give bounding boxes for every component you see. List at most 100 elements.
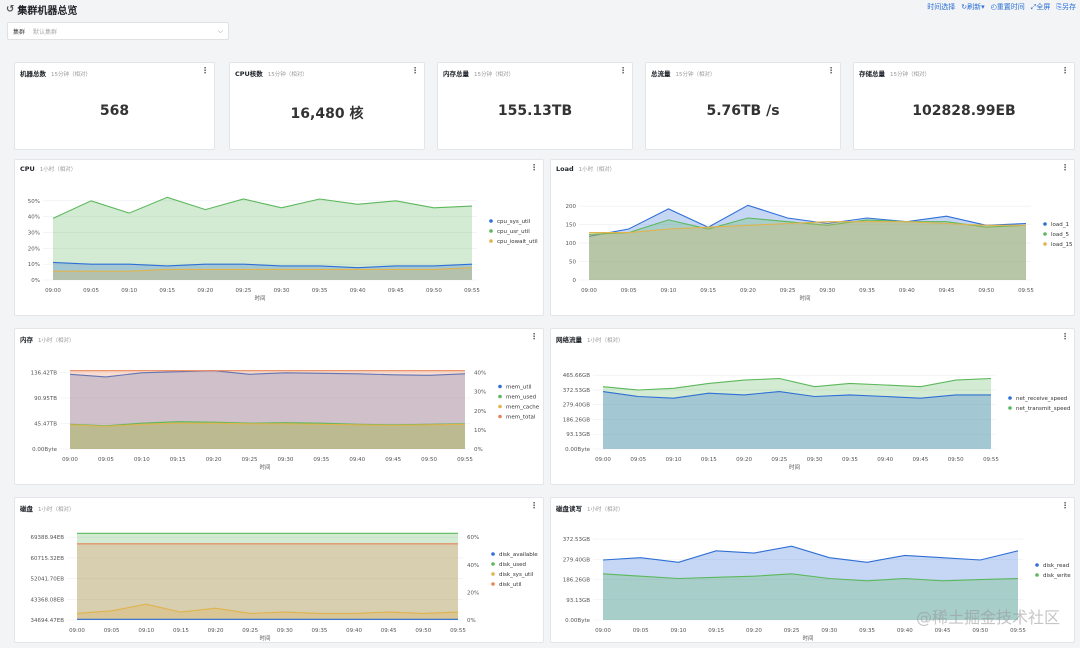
x-tick-label: 09:50 — [978, 288, 994, 294]
memory-chart[interactable]: 0.00Byte45.47TB90.95TB136.42TB0%10%20%30… — [15, 329, 545, 486]
legend-label-net_receive_speed[interactable]: net_receive_speed — [1016, 396, 1067, 402]
panel-title: 网络流量 — [556, 336, 582, 344]
more-icon[interactable]: ⋮ — [1061, 163, 1069, 172]
panel-range: 1小时（相对） — [587, 338, 624, 344]
y-tick-label: 50% — [28, 199, 40, 205]
time-select-button[interactable]: 时间选择 — [927, 2, 955, 12]
more-icon[interactable]: ⋮ — [1061, 66, 1069, 75]
fullscreen-button[interactable]: ⤢全屏 — [1031, 2, 1051, 12]
x-tick-label: 09:15 — [159, 288, 175, 294]
panel-title: 磁盘读写 — [556, 505, 582, 513]
network-chart[interactable]: 0.00Byte93.13GB186.26GB279.40GB372.53GB4… — [551, 329, 1076, 486]
legend-label-load_15[interactable]: load_15 — [1051, 242, 1073, 248]
more-icon[interactable]: ⋮ — [619, 66, 627, 75]
legend-label-disk_read[interactable]: disk_read — [1043, 563, 1069, 569]
legend-marker — [491, 582, 495, 586]
legend-label-net_transmit_speed[interactable]: net_transmit_speed — [1016, 406, 1070, 412]
x-tick-label: 09:45 — [939, 288, 955, 294]
y2-tick-label: 20% — [474, 409, 486, 415]
x-tick-label: 09:55 — [457, 457, 473, 463]
y2-tick-label: 60% — [467, 535, 479, 541]
stat-value: 102828.99EB — [854, 103, 1074, 119]
legend-marker — [489, 239, 493, 243]
stat-range: 15分钟（相对） — [890, 72, 930, 78]
y-tick-label: 465.66GB — [563, 373, 591, 379]
cluster-select[interactable]: 集群 默认集群 ⌵ — [7, 22, 229, 40]
legend-label-cpu_sys_util[interactable]: cpu_sys_util — [497, 219, 531, 225]
x-tick-label: 09:05 — [633, 628, 649, 634]
series-area-mem_cache — [70, 423, 465, 449]
x-tick-label: 09:55 — [983, 457, 999, 463]
legend-label-disk_available[interactable]: disk_available — [499, 552, 538, 558]
y2-tick-label: 40% — [467, 563, 479, 569]
back-arrow-icon[interactable]: ↺ — [6, 4, 14, 15]
stat-title: 存储总量 — [859, 70, 885, 78]
legend-label-load_5[interactable]: load_5 — [1051, 232, 1070, 238]
y-tick-label: 0 — [573, 278, 577, 284]
legend-marker — [491, 552, 495, 556]
watermark: @稀土掘金技术社区 — [916, 604, 1060, 628]
legend-label-mem_used[interactable]: mem_used — [506, 395, 536, 401]
x-tick-label: 09:30 — [274, 288, 290, 294]
x-tick-label: 09:05 — [104, 628, 120, 634]
x-tick-label: 09:45 — [935, 628, 951, 634]
more-icon[interactable]: ⋮ — [530, 163, 538, 172]
y-tick-label: 10% — [28, 262, 40, 268]
more-icon[interactable]: ⋮ — [530, 501, 538, 510]
legend-label-disk_util[interactable]: disk_util — [499, 582, 522, 588]
legend-label-disk_used[interactable]: disk_used — [499, 562, 526, 568]
legend-marker — [1008, 406, 1012, 410]
panel-title: Load — [556, 165, 574, 173]
x-tick-label: 09:35 — [859, 628, 875, 634]
more-icon[interactable]: ⋮ — [827, 66, 835, 75]
x-tick-label: 09:10 — [661, 288, 677, 294]
legend-label-mem_util[interactable]: mem_util — [506, 385, 532, 391]
cluster-select-value: 默认集群 — [33, 27, 218, 36]
legend-marker — [1035, 563, 1039, 567]
reset-time-button[interactable]: ◴重置时间 — [991, 2, 1025, 12]
stat-title: 总流量 — [651, 70, 671, 78]
panel-title: CPU — [20, 165, 35, 173]
y2-tick-label: 20% — [467, 590, 479, 596]
x-tick-label: 09:20 — [746, 628, 762, 634]
panel-range: 1小时（相对） — [40, 167, 77, 173]
x-tick-label: 09:40 — [346, 628, 362, 634]
y-tick-label: 50 — [569, 260, 576, 266]
legend-label-disk_sys_util[interactable]: disk_sys_util — [499, 572, 534, 578]
stat-range: 15分钟（相对） — [51, 72, 91, 78]
x-tick-label: 09:50 — [972, 628, 988, 634]
more-icon[interactable]: ⋮ — [411, 66, 419, 75]
more-icon[interactable]: ⋮ — [1061, 501, 1069, 510]
x-tick-label: 09:05 — [83, 288, 99, 294]
legend-label-load_1[interactable]: load_1 — [1051, 222, 1069, 228]
x-tick-label: 09:20 — [197, 288, 213, 294]
legend-marker — [489, 229, 493, 233]
x-tick-label: 09:25 — [242, 457, 258, 463]
x-tick-label: 09:05 — [98, 457, 114, 463]
x-tick-label: 09:05 — [621, 288, 637, 294]
more-icon[interactable]: ⋮ — [201, 66, 209, 75]
x-tick-label: 09:45 — [388, 288, 404, 294]
y2-tick-label: 0% — [474, 447, 483, 453]
refresh-button[interactable]: ↻刷新▾ — [961, 2, 984, 12]
y-tick-label: 186.26GB — [563, 578, 591, 584]
y-tick-label: 372.53GB — [563, 537, 591, 543]
legend-label-mem_cache[interactable]: mem_cache — [506, 405, 540, 411]
legend-label-cpu_iowait_util[interactable]: cpu_iowait_util — [497, 239, 538, 245]
x-tick-label: 09:55 — [1010, 628, 1026, 634]
legend-label-cpu_usr_util[interactable]: cpu_usr_util — [497, 229, 530, 235]
x-tick-label: 09:20 — [740, 288, 756, 294]
y-tick-label: 40% — [28, 215, 40, 221]
more-icon[interactable]: ⋮ — [1061, 332, 1069, 341]
panel-range: 1小时（相对） — [38, 338, 75, 344]
save-as-button[interactable]: ⎘另存 — [1056, 2, 1076, 12]
disk-chart[interactable]: 34694.47EB43368.08EB52041.70EB60715.32EB… — [15, 498, 545, 644]
legend-label-mem_total[interactable]: mem_total — [506, 415, 536, 421]
legend-label-disk_write[interactable]: disk_write — [1043, 573, 1071, 579]
more-icon[interactable]: ⋮ — [530, 332, 538, 341]
x-tick-label: 09:40 — [350, 288, 366, 294]
